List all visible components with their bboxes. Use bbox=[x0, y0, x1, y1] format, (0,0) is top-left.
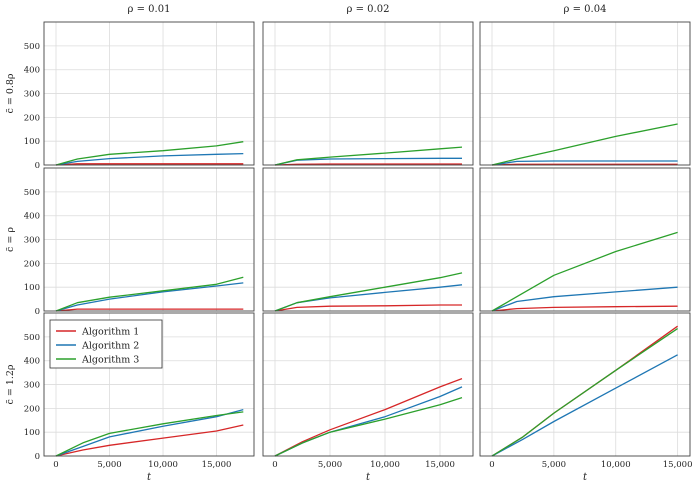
x-tick-label: 15,000 bbox=[663, 460, 692, 470]
row-label: c̃ = 1.2ρ bbox=[5, 364, 16, 404]
series-line-algorithm-2 bbox=[55, 152, 244, 166]
y-tick-label: 400 bbox=[24, 66, 40, 76]
x-tick-label: 0 bbox=[53, 460, 58, 470]
y-tick-label: 300 bbox=[24, 381, 40, 391]
x-tick-label: 10,000 bbox=[148, 460, 178, 470]
series-line-algorithm-1 bbox=[55, 308, 244, 312]
y-tick-label: 0 bbox=[35, 161, 40, 171]
series-line-algorithm-2 bbox=[491, 160, 678, 166]
series-line-algorithm-1 bbox=[55, 424, 244, 457]
column-title: ρ = 0.01 bbox=[128, 4, 171, 15]
legend-label: Algorithm 2 bbox=[81, 341, 139, 352]
y-tick-label: 400 bbox=[24, 357, 40, 367]
panel-frame bbox=[262, 312, 474, 457]
y-tick-label: 200 bbox=[24, 404, 40, 414]
y-tick-label: 0 bbox=[35, 307, 40, 317]
y-tick-label: 500 bbox=[24, 333, 40, 343]
series-line-algorithm-2 bbox=[491, 354, 678, 457]
series-line-algorithm-3 bbox=[491, 328, 678, 457]
series-line-algorithm-3 bbox=[55, 411, 244, 457]
x-tick-label: 5,000 bbox=[318, 460, 342, 470]
series-line-algorithm-3 bbox=[274, 146, 463, 166]
series-line-algorithm-1 bbox=[491, 305, 678, 312]
panel-frame bbox=[262, 21, 474, 166]
x-axis-label: t bbox=[583, 472, 588, 483]
series-line-algorithm-1 bbox=[491, 163, 678, 166]
panel-frame bbox=[479, 21, 691, 166]
series-line-algorithm-3 bbox=[55, 141, 244, 166]
row-label: c̃ = 0.8ρ bbox=[5, 73, 16, 113]
panel-frame bbox=[262, 167, 474, 312]
row-label: c̃ = ρ bbox=[5, 227, 16, 252]
series-line-algorithm-1 bbox=[274, 304, 462, 312]
column-title: ρ = 0.04 bbox=[564, 4, 607, 15]
y-tick-label: 200 bbox=[24, 259, 40, 269]
y-tick-label: 0 bbox=[35, 452, 40, 462]
series-line-algorithm-1 bbox=[274, 377, 463, 457]
x-axis-label: t bbox=[147, 472, 152, 483]
column-title: ρ = 0.02 bbox=[347, 4, 390, 15]
series-line-algorithm-3 bbox=[491, 231, 678, 312]
panel-frame bbox=[479, 312, 691, 457]
x-tick-label: 15,000 bbox=[425, 460, 455, 470]
y-tick-label: 300 bbox=[24, 90, 40, 100]
panel-frame bbox=[479, 167, 691, 312]
series-line-algorithm-3 bbox=[55, 276, 244, 312]
x-tick-label: 0 bbox=[272, 460, 277, 470]
x-tick-label: 0 bbox=[489, 460, 494, 470]
y-tick-label: 500 bbox=[24, 42, 40, 52]
series-line-algorithm-3 bbox=[274, 272, 463, 312]
series-line-algorithm-1 bbox=[55, 163, 244, 166]
x-tick-label: 10,000 bbox=[601, 460, 631, 470]
y-tick-label: 100 bbox=[24, 283, 40, 293]
x-tick-label: 15,000 bbox=[202, 460, 232, 470]
panel-frame bbox=[43, 21, 255, 166]
series-line-algorithm-2 bbox=[55, 282, 244, 312]
panel-frame bbox=[43, 167, 255, 312]
x-tick-label: 5,000 bbox=[97, 460, 121, 470]
legend-label: Algorithm 1 bbox=[81, 327, 139, 338]
legend-box bbox=[49, 319, 163, 369]
series-line-algorithm-3 bbox=[274, 396, 463, 457]
y-tick-label: 100 bbox=[24, 137, 40, 147]
x-tick-label: 10,000 bbox=[370, 460, 400, 470]
y-tick-label: 100 bbox=[24, 428, 40, 438]
x-axis-label: t bbox=[366, 472, 371, 483]
x-tick-label: 5,000 bbox=[542, 460, 566, 470]
legend-label: Algorithm 3 bbox=[81, 355, 139, 366]
series-line-algorithm-1 bbox=[274, 163, 462, 166]
y-tick-label: 400 bbox=[24, 212, 40, 222]
panel-frame bbox=[43, 312, 255, 457]
y-tick-label: 200 bbox=[24, 113, 40, 123]
y-tick-label: 500 bbox=[24, 188, 40, 198]
series-line-algorithm-2 bbox=[491, 286, 678, 312]
y-tick-label: 300 bbox=[24, 236, 40, 246]
series-line-algorithm-3 bbox=[491, 123, 678, 166]
